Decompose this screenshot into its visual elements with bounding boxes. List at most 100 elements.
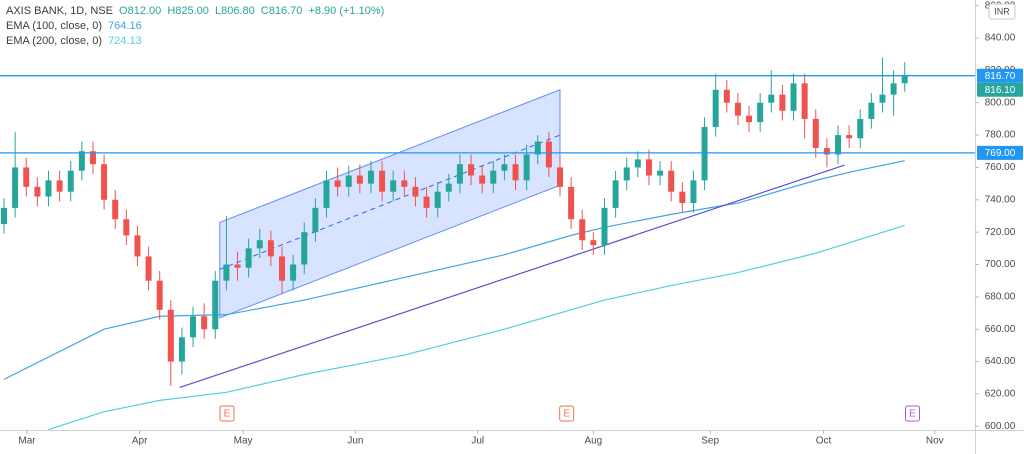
candle-body <box>423 196 430 208</box>
x-tick-label: Oct <box>816 436 832 447</box>
candle-body <box>757 102 764 123</box>
candle-body <box>623 167 630 181</box>
candle-body <box>579 219 586 241</box>
candle-body <box>868 102 875 119</box>
legend-row: EMA (200, close, 0) 724.13 <box>6 34 387 49</box>
y-tick-label: 740.00 <box>985 194 1016 205</box>
ohlc-value: L806.80 <box>214 5 255 17</box>
y-tick-label: 640.00 <box>985 356 1016 367</box>
candle-body <box>490 170 497 184</box>
candle-body <box>701 126 708 181</box>
candle-body <box>301 232 308 265</box>
y-tick-label: 780.00 <box>985 130 1016 141</box>
candle-body <box>523 154 530 181</box>
candle-body <box>134 235 141 257</box>
candle-body <box>479 175 486 184</box>
candle-body <box>456 164 463 184</box>
candle-body <box>323 180 330 208</box>
candle-body <box>1 207 8 225</box>
candle-body <box>267 240 274 257</box>
candle-body <box>846 135 853 139</box>
last-price-box <box>977 82 1023 97</box>
ema-line <box>48 224 905 430</box>
candle-body <box>201 316 208 330</box>
candle-body <box>412 186 419 197</box>
event-label: E <box>224 409 231 420</box>
candle-body <box>223 264 230 281</box>
candle-body <box>434 191 441 208</box>
candle-body <box>356 175 363 184</box>
ema-name: EMA (200, close, 0) <box>6 35 102 47</box>
candle-body <box>123 219 130 236</box>
candle-body <box>234 264 241 268</box>
event-marker <box>905 405 921 422</box>
candle-body <box>101 164 108 200</box>
event-marker <box>219 405 235 422</box>
price-label: 816.70 <box>985 71 1016 82</box>
candle-body <box>634 159 641 168</box>
candle-body <box>56 180 63 192</box>
candle-body <box>245 248 252 268</box>
event-marker <box>559 405 575 422</box>
candle-body <box>212 280 219 330</box>
event-label: E <box>563 409 570 420</box>
candle-body <box>779 94 786 111</box>
y-tick-label: 840.00 <box>985 33 1016 44</box>
y-tick-label: 700.00 <box>985 259 1016 270</box>
candle-body <box>67 170 74 192</box>
last-price-label: 816.10 <box>985 85 1016 96</box>
ohlc-value: H825.00 <box>167 5 209 17</box>
candle-body <box>612 180 619 208</box>
candle-body <box>345 175 352 187</box>
channel-midline <box>219 134 561 270</box>
candle-body <box>390 180 397 192</box>
price-label: 769.00 <box>985 148 1016 159</box>
candle-body <box>190 316 197 338</box>
candle-body <box>690 180 697 204</box>
candle-body <box>823 148 830 155</box>
y-tick-label: 760.00 <box>985 162 1016 173</box>
candle-body <box>312 207 319 233</box>
candle-body <box>279 256 286 281</box>
candle-body <box>812 118 819 149</box>
candle-body <box>668 170 675 192</box>
ohlc-value: O812.00 <box>119 5 162 17</box>
candle-body <box>23 167 30 187</box>
candle-body <box>167 309 174 362</box>
legend-row: EMA (100, close, 0) 764.16 <box>6 19 387 34</box>
candle-body <box>501 164 508 171</box>
plot-area <box>1 57 908 430</box>
candle-body <box>890 83 897 95</box>
candle-body <box>89 151 96 165</box>
candle-body <box>145 256 152 281</box>
candle-body <box>78 151 85 171</box>
trendline <box>179 164 845 389</box>
candle-body <box>45 180 52 197</box>
candle-body <box>801 83 808 119</box>
candle-body <box>557 167 564 187</box>
candle-body <box>178 337 185 362</box>
x-tick-label: Mar <box>18 436 36 447</box>
candle-body <box>901 75 908 84</box>
candle-body <box>12 167 19 208</box>
candle-body <box>256 240 263 249</box>
x-tick-label: Nov <box>926 436 944 447</box>
candle-body <box>601 207 608 246</box>
candle-body <box>468 164 475 176</box>
candle-body <box>379 170 386 192</box>
y-tick-label: 720.00 <box>985 227 1016 238</box>
legend: AXIS BANK, 1D, NSE O812.00 H825.00 L806.… <box>6 4 387 49</box>
x-tick-label: Apr <box>132 436 148 447</box>
candle-body <box>401 180 408 187</box>
candle-body <box>645 159 652 176</box>
candle-body <box>657 170 664 176</box>
symbol-title: AXIS BANK, 1D, NSE <box>6 5 113 17</box>
y-tick-label: 800.00 <box>985 97 1016 108</box>
x-tick-label: Jun <box>347 436 363 447</box>
x-tick-label: May <box>234 436 253 447</box>
currency-box <box>988 3 1016 20</box>
y-tick-label: 680.00 <box>985 291 1016 302</box>
candle-body <box>712 89 719 127</box>
candle-body <box>590 240 597 246</box>
